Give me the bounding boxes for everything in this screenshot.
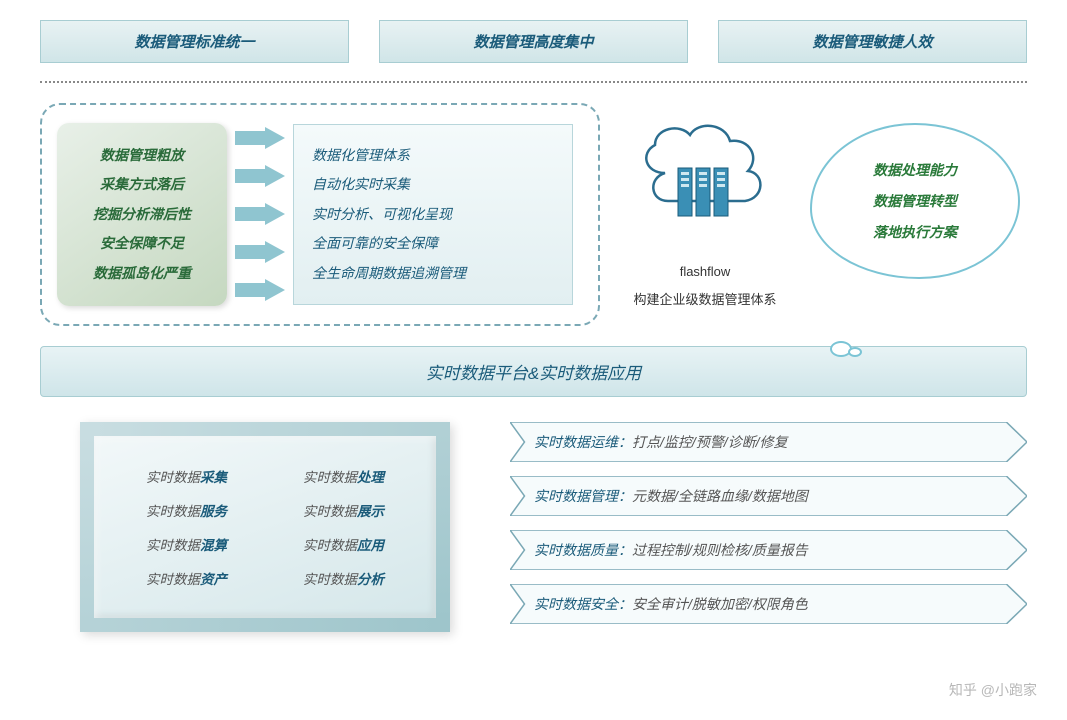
- thought-cloud: 数据处理能力 数据管理转型 落地执行方案: [810, 103, 1020, 326]
- top-header-1: 数据管理标准统一: [40, 20, 349, 63]
- bevel-item: 实时数据分析: [271, 568, 416, 588]
- top-header-row: 数据管理标准统一 数据管理高度集中 数据管理敏捷人效: [40, 20, 1027, 63]
- solution-item: 全生命周期数据追溯管理: [312, 259, 554, 288]
- bevel-item: 实时数据资产: [114, 568, 259, 588]
- chevron-value: 过程控制/规则检核/质量报告: [632, 542, 808, 558]
- thought-item: 数据处理能力: [830, 155, 1000, 186]
- problem-item: 挖掘分析滞后性: [71, 200, 213, 229]
- solution-item: 数据化管理体系: [312, 141, 554, 170]
- bevel-item: 实时数据应用: [271, 534, 416, 554]
- solution-item: 自动化实时采集: [312, 170, 554, 199]
- mid-section: 数据管理粗放 采集方式落后 挖掘分析滞后性 安全保障不足 数据孤岛化严重: [40, 103, 1027, 326]
- chevron-label: 实时数据安全：: [534, 596, 632, 612]
- thought-item: 数据管理转型: [830, 186, 1000, 217]
- cloud-icon: [630, 113, 780, 253]
- cloud-servers: flashflow 构建企业级数据管理体系: [620, 103, 790, 326]
- chevron-label: 实时数据质量：: [534, 542, 632, 558]
- bevel-item: 实时数据服务: [114, 500, 259, 520]
- problems-box: 数据管理粗放 采集方式落后 挖掘分析滞后性 安全保障不足 数据孤岛化严重: [57, 123, 227, 306]
- chevron-value: 安全审计/脱敏加密/权限角色: [632, 596, 808, 612]
- server-icon: [678, 168, 728, 216]
- problem-item: 数据孤岛化严重: [71, 259, 213, 288]
- problem-item: 安全保障不足: [71, 229, 213, 258]
- top-header-3: 数据管理敏捷人效: [718, 20, 1027, 63]
- arrows-column: [235, 127, 285, 301]
- chevron-row: 实时数据运维：打点/监控/预警/诊断/修复: [510, 422, 1027, 462]
- problem-item: 数据管理粗放: [71, 141, 213, 170]
- solutions-box: 数据化管理体系 自动化实时采集 实时分析、可视化呈现 全面可靠的安全保障 全生命…: [293, 124, 573, 305]
- chevron-row: 实时数据管理：元数据/全链路血缘/数据地图: [510, 476, 1027, 516]
- top-header-2: 数据管理高度集中: [379, 20, 688, 63]
- cloud-sublabel: 构建企业级数据管理体系: [620, 289, 790, 308]
- problem-item: 采集方式落后: [71, 170, 213, 199]
- arrow-icon: [235, 127, 285, 149]
- dotted-divider: [40, 81, 1027, 83]
- arrow-icon: [235, 165, 285, 187]
- arrow-icon: [235, 241, 285, 263]
- watermark: 知乎 @小跑家: [949, 680, 1037, 700]
- chevron-label: 实时数据管理：: [534, 488, 632, 504]
- arrow-icon: [235, 203, 285, 225]
- bevel-item: 实时数据采集: [114, 466, 259, 486]
- chevron-value: 元数据/全链路血缘/数据地图: [632, 488, 808, 504]
- bevel-panel: 实时数据采集 实时数据处理 实时数据服务 实时数据展示 实时数据混算 实时数据应…: [80, 422, 450, 632]
- cloud-label: flashflow: [620, 264, 790, 279]
- bevel-item: 实时数据混算: [114, 534, 259, 554]
- thought-dots-icon: [830, 333, 862, 362]
- bottom-section: 实时数据采集 实时数据处理 实时数据服务 实时数据展示 实时数据混算 实时数据应…: [40, 422, 1027, 632]
- bevel-item: 实时数据处理: [271, 466, 416, 486]
- chevron-row: 实时数据质量：过程控制/规则检核/质量报告: [510, 530, 1027, 570]
- solution-item: 实时分析、可视化呈现: [312, 200, 554, 229]
- thought-bubble: 数据处理能力 数据管理转型 落地执行方案: [810, 123, 1020, 279]
- dashed-container: 数据管理粗放 采集方式落后 挖掘分析滞后性 安全保障不足 数据孤岛化严重: [40, 103, 600, 326]
- solution-item: 全面可靠的安全保障: [312, 229, 554, 258]
- thought-item: 落地执行方案: [830, 217, 1000, 248]
- bevel-item: 实时数据展示: [271, 500, 416, 520]
- chevron-label: 实时数据运维：: [534, 434, 632, 450]
- arrow-icon: [235, 279, 285, 301]
- chevron-row: 实时数据安全：安全审计/脱敏加密/权限角色: [510, 584, 1027, 624]
- banner: 实时数据平台&实时数据应用: [40, 346, 1027, 397]
- chevron-value: 打点/监控/预警/诊断/修复: [632, 434, 788, 450]
- chevron-list: 实时数据运维：打点/监控/预警/诊断/修复 实时数据管理：元数据/全链路血缘/数…: [510, 422, 1027, 632]
